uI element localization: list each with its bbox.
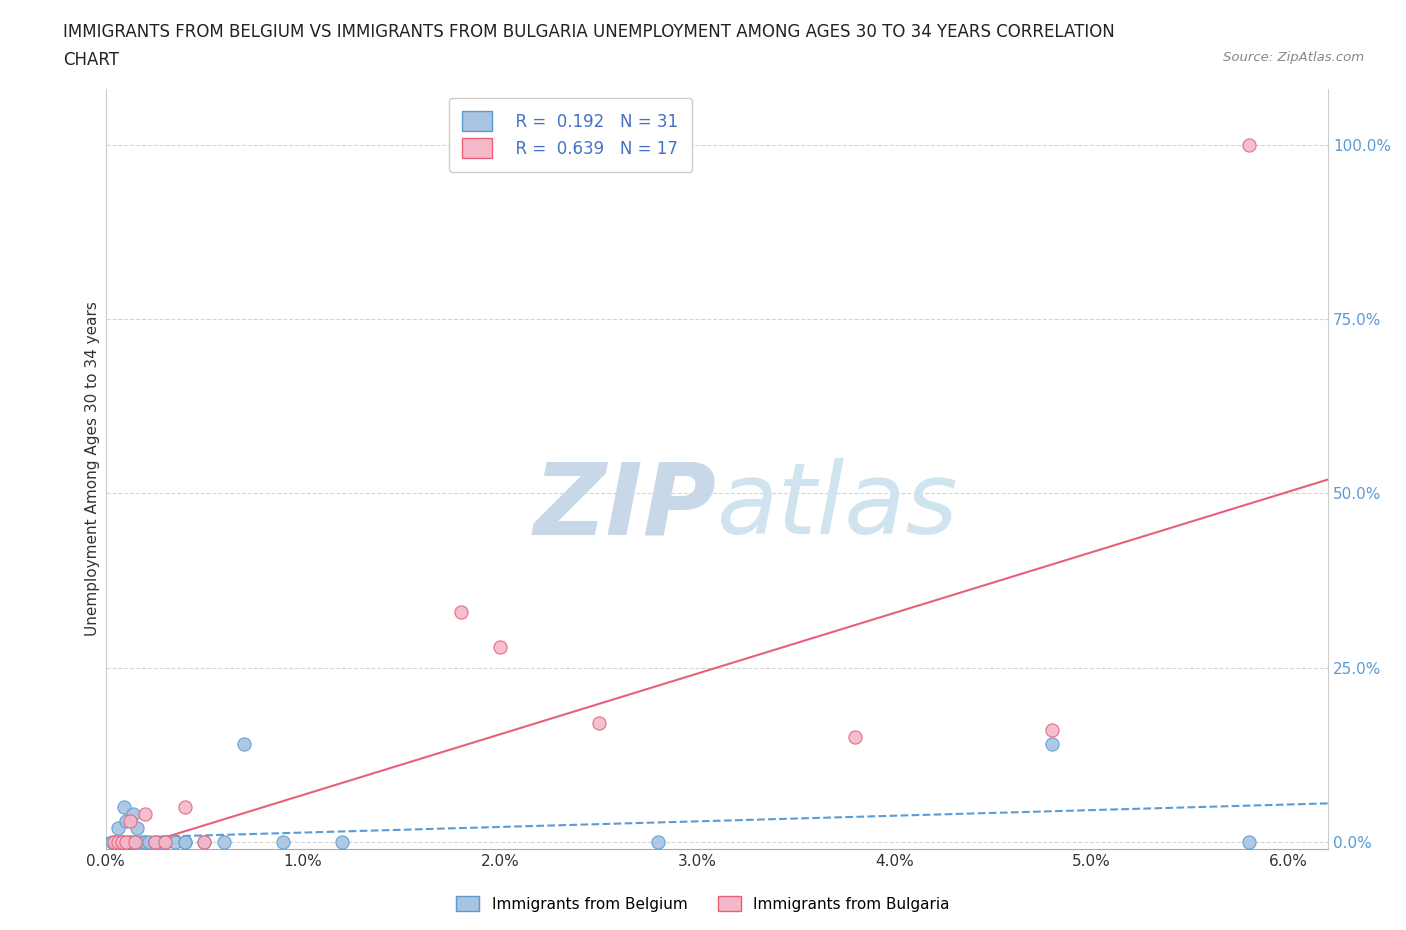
Point: [1040, 737, 1063, 751]
Point: [450, 604, 472, 619]
Legend: Immigrants from Belgium, Immigrants from Bulgaria: Immigrants from Belgium, Immigrants from…: [450, 889, 956, 918]
Text: IMMIGRANTS FROM BELGIUM VS IMMIGRANTS FROM BULGARIA UNEMPLOYMENT AMONG AGES 30 T: IMMIGRANTS FROM BELGIUM VS IMMIGRANTS FR…: [63, 23, 1115, 41]
Point: [1040, 723, 1063, 737]
Point: [143, 834, 166, 849]
Point: [131, 834, 153, 849]
Point: [127, 820, 149, 835]
Point: [134, 834, 156, 849]
Point: [153, 834, 176, 849]
Point: [271, 834, 294, 849]
Point: [647, 834, 669, 849]
Point: [118, 834, 141, 849]
Point: [118, 814, 141, 829]
Point: [193, 834, 215, 849]
Point: [332, 834, 354, 849]
Point: [153, 834, 176, 849]
Point: [122, 806, 145, 821]
Point: [104, 834, 127, 849]
Point: [114, 834, 136, 849]
Legend:   R =  0.192   N = 31,   R =  0.639   N = 17: R = 0.192 N = 31, R = 0.639 N = 17: [449, 98, 692, 172]
Point: [124, 834, 146, 849]
Point: [212, 834, 235, 849]
Point: [112, 800, 135, 815]
Text: ZIP: ZIP: [534, 458, 717, 555]
Point: [173, 834, 195, 849]
Point: [107, 820, 129, 835]
Point: [114, 814, 136, 829]
Point: [134, 806, 156, 821]
Point: [111, 834, 134, 849]
Point: [103, 834, 125, 849]
Point: [148, 834, 170, 849]
Point: [143, 834, 166, 849]
Point: [173, 834, 195, 849]
Point: [173, 800, 195, 815]
Point: [121, 834, 143, 849]
Point: [844, 730, 866, 745]
Point: [588, 716, 610, 731]
Text: Source: ZipAtlas.com: Source: ZipAtlas.com: [1223, 51, 1364, 64]
Point: [193, 834, 215, 849]
Point: [100, 834, 122, 849]
Point: [138, 834, 160, 849]
Point: [489, 639, 512, 654]
Point: [153, 834, 176, 849]
Point: [124, 834, 146, 849]
Y-axis label: Unemployment Among Ages 30 to 34 years: Unemployment Among Ages 30 to 34 years: [86, 301, 100, 636]
Point: [163, 834, 186, 849]
Point: [1239, 834, 1261, 849]
Point: [1239, 138, 1261, 153]
Point: [107, 834, 129, 849]
Point: [114, 834, 136, 849]
Text: atlas: atlas: [717, 458, 959, 555]
Point: [232, 737, 254, 751]
Point: [111, 834, 134, 849]
Point: [134, 834, 156, 849]
Text: CHART: CHART: [63, 51, 120, 69]
